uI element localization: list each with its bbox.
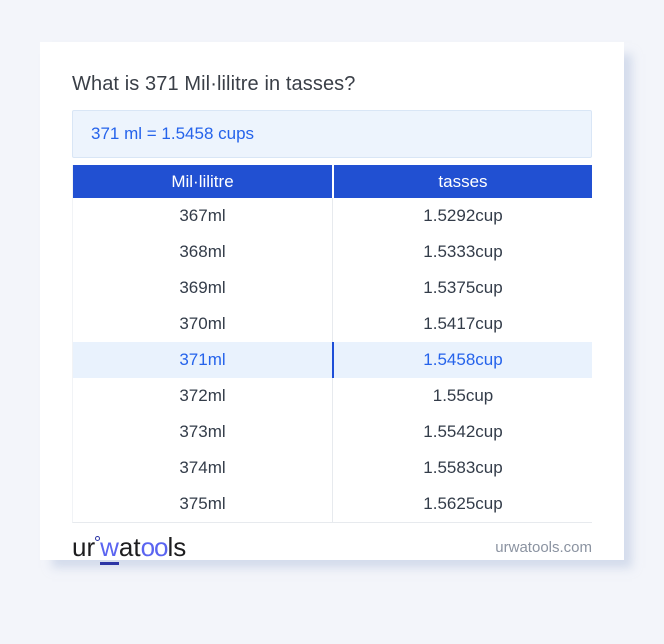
column-divider: [332, 486, 333, 522]
logo-glasses-oo: oo: [140, 532, 169, 562]
cup-value-cell: 1.5417cup: [423, 314, 503, 333]
column-divider: [332, 234, 333, 270]
ml-value-cell: 368ml: [179, 242, 226, 261]
column-header-tasses: tasses: [334, 165, 592, 198]
page-title: What is 371 Mil·lilitre in tasses?: [72, 73, 356, 95]
logo-text-ur: ur: [72, 532, 96, 562]
ml-value-cell: 373ml: [179, 422, 226, 441]
cup-value-cell: 1.5375cup: [423, 278, 503, 297]
column-divider: [332, 450, 333, 486]
table-row: 375ml 1.5625cup: [73, 486, 592, 522]
cup-value-cell[interactable]: 1.5458cup: [423, 350, 503, 369]
conversion-result-text: 371 ml = 1.5458 cups: [91, 124, 255, 143]
card-footer: ur watools urwatools.com: [72, 523, 592, 569]
table-row: 369ml 1.5375cup: [73, 270, 592, 306]
table-row: 368ml 1.5333cup: [73, 234, 592, 270]
table-row: 374ml 1.5583cup: [73, 450, 592, 486]
column-divider: [332, 414, 333, 450]
ml-value-cell[interactable]: 371ml: [179, 350, 226, 369]
logo-text-ls: ls: [167, 532, 187, 562]
urwatools-logo[interactable]: ur watools: [72, 532, 187, 565]
ml-value-cell: 374ml: [179, 458, 226, 477]
header-divider: [332, 165, 334, 198]
conversion-card: What is 371 Mil·lilitre in tasses? 371 m…: [40, 42, 624, 565]
ml-value-cell: 367ml: [179, 206, 226, 225]
cup-value-cell: 1.5333cup: [423, 242, 503, 261]
cup-value-cell: 1.5542cup: [423, 422, 503, 441]
conversion-table-body: 367ml 1.5292cup 368ml 1.5333cup 369ml 1.5375c…: [73, 198, 592, 522]
table-row: 372ml 1.55cup: [73, 378, 592, 414]
logo-text-w: w: [100, 532, 119, 565]
cup-value-cell: 1.5625cup: [423, 494, 503, 513]
logo-text-at: at: [118, 532, 141, 562]
column-divider: [332, 198, 333, 234]
ml-value-cell: 369ml: [179, 278, 226, 297]
column-divider: [332, 378, 333, 414]
column-divider: [332, 342, 334, 378]
cup-value-cell: 1.5583cup: [423, 458, 503, 477]
conversion-table: Mil·lilitre tasses 367ml 1.5292cup 368ml 1.…: [72, 165, 592, 523]
ml-value-cell: 370ml: [179, 314, 226, 333]
table-row: 373ml 1.5542cup: [73, 414, 592, 450]
column-divider: [332, 270, 333, 306]
column-divider: [332, 306, 333, 342]
column-header-millilitre: Mil·lilitre: [73, 165, 332, 198]
cup-value-cell: 1.5292cup: [423, 206, 503, 225]
ml-value-cell: 375ml: [179, 494, 226, 513]
site-url: urwatools.com: [495, 538, 592, 556]
table-row: 370ml 1.5417cup: [73, 306, 592, 342]
logo-ring-icon: [95, 536, 101, 541]
table-row: 367ml 1.5292cup: [73, 198, 592, 234]
cup-value-cell: 1.55cup: [432, 386, 494, 405]
table-header-row: Mil·lilitre tasses: [73, 165, 592, 198]
table-row: 371ml 1.5458cup: [73, 342, 592, 378]
ml-value-cell: 372ml: [179, 386, 226, 405]
conversion-result-box: 371 ml = 1.5458 cups: [72, 110, 592, 158]
